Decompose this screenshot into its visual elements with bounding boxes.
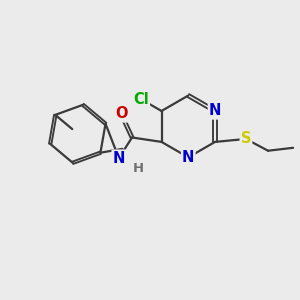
Text: H: H [132, 162, 143, 175]
Text: Cl: Cl [133, 92, 149, 107]
Text: N: N [182, 150, 194, 165]
Text: O: O [116, 106, 128, 122]
Text: N: N [209, 103, 221, 118]
Text: S: S [241, 131, 251, 146]
Text: N: N [112, 151, 125, 166]
